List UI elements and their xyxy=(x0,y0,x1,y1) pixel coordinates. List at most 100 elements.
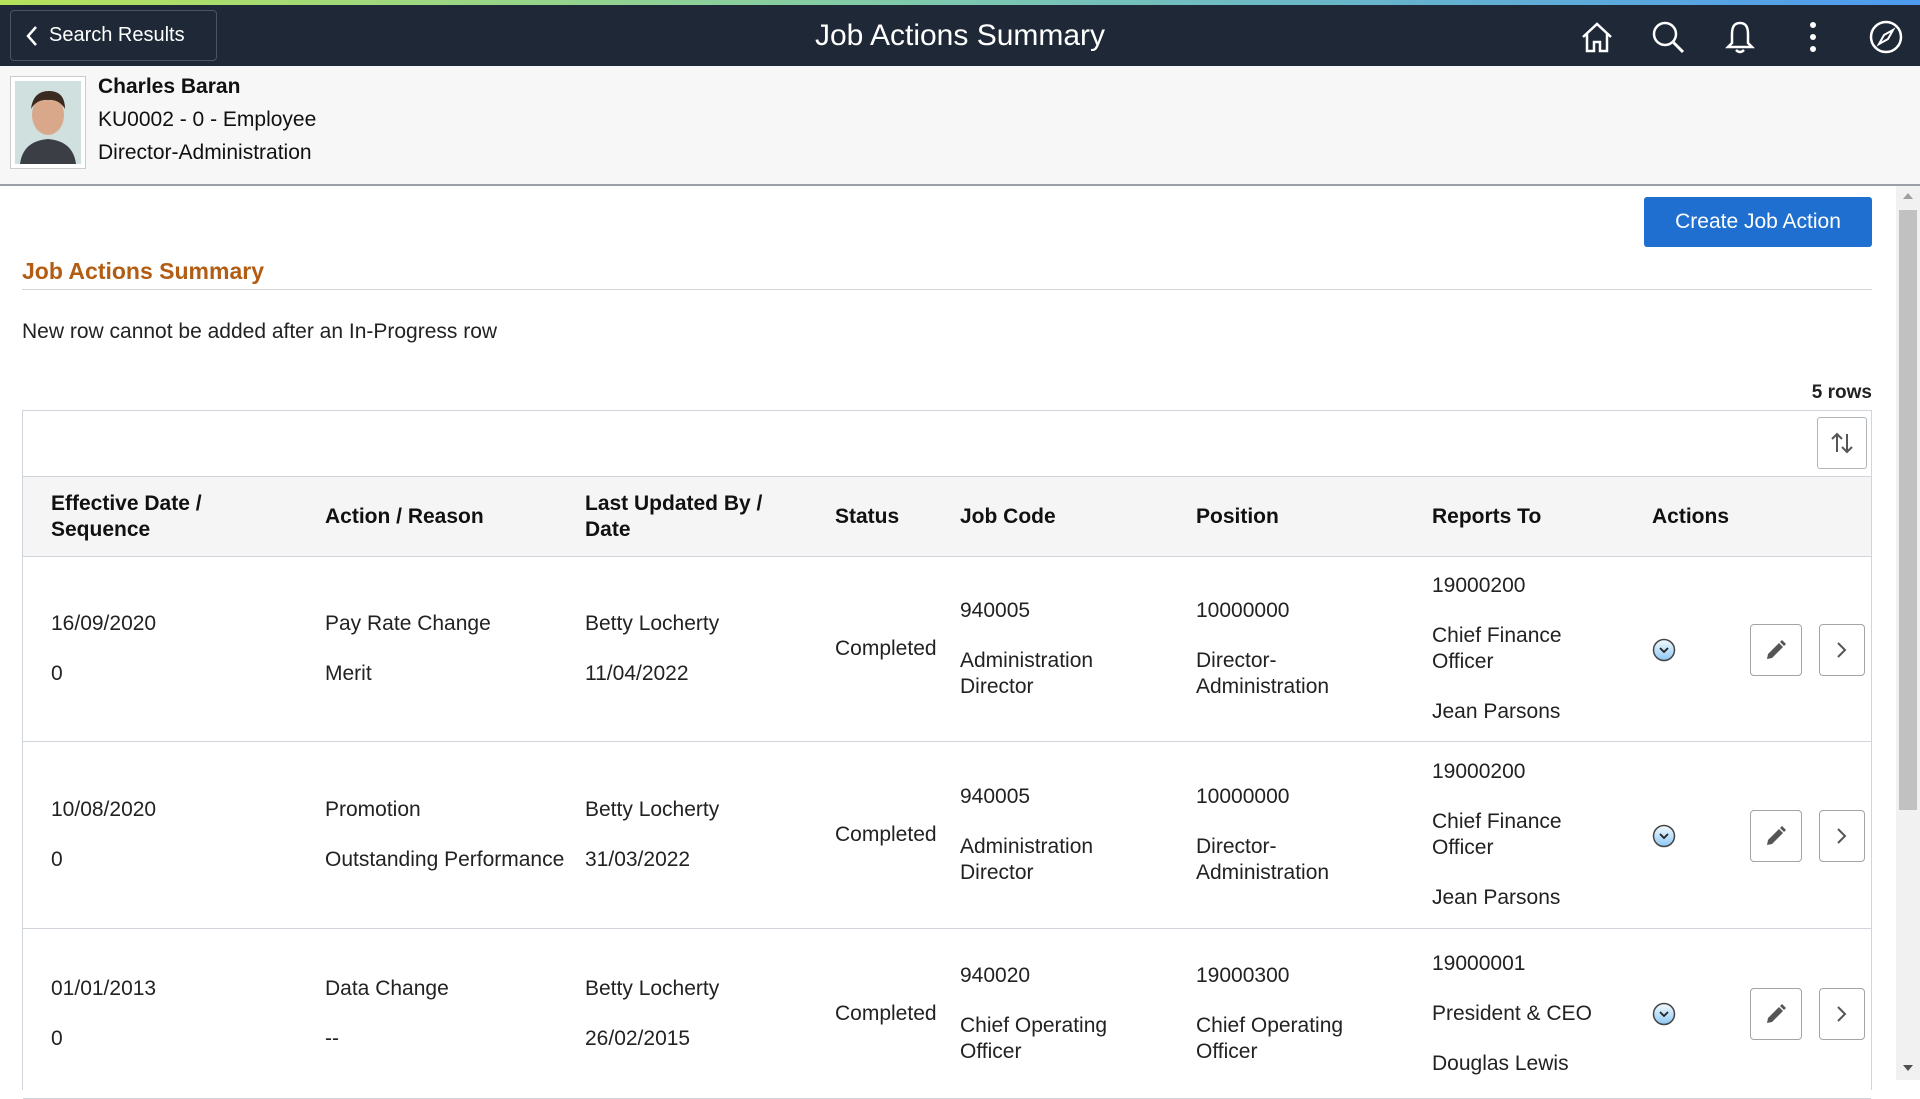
chevron-right-icon xyxy=(1837,1006,1847,1022)
table-cell: Completed xyxy=(835,929,955,1098)
home-icon[interactable] xyxy=(1579,19,1615,55)
related-actions-icon[interactable] xyxy=(1652,638,1676,662)
cell-reason: Merit xyxy=(325,662,372,685)
scroll-up-icon[interactable] xyxy=(1902,192,1914,200)
related-actions-icon[interactable] xyxy=(1652,824,1676,848)
pencil-icon xyxy=(1767,639,1786,659)
chevron-right-icon xyxy=(1837,641,1847,658)
cell-position: 10000000 xyxy=(1196,785,1290,808)
row-count: 5 rows xyxy=(1811,382,1872,403)
cell-position-desc: Director-Administration xyxy=(1196,835,1330,884)
table-cell: 16/09/2020 0 xyxy=(51,557,301,741)
cell-job-code: 940005 xyxy=(960,785,1031,808)
cell-position: 10000000 xyxy=(1196,599,1290,622)
pencil-icon xyxy=(1767,825,1786,845)
create-job-action-button[interactable]: Create Job Action xyxy=(1644,197,1872,247)
cell-reports-title: Chief Finance Officer xyxy=(1432,810,1562,859)
employee-header: Charles Baran KU0002 - 0 - Employee Dire… xyxy=(0,66,1920,186)
table-cell: Completed xyxy=(835,742,955,928)
cell-updated-by: Betty Locherty xyxy=(585,976,720,1000)
employee-photo xyxy=(10,76,86,169)
table-cell: 940005 Administration Director xyxy=(960,557,1130,741)
sort-button[interactable] xyxy=(1817,417,1867,469)
cell-status: Completed xyxy=(835,823,937,846)
section-title: Job Actions Summary xyxy=(22,258,264,284)
cell-updated-date: 26/02/2015 xyxy=(585,1026,691,1050)
cell-updated-by: Betty Locherty xyxy=(585,798,720,821)
cell-date: 16/09/2020 xyxy=(51,612,157,635)
col-actions: Actions xyxy=(1652,505,1730,528)
section-divider xyxy=(22,289,1872,290)
search-icon[interactable] xyxy=(1650,19,1686,55)
cell-reports-id: 19000200 xyxy=(1432,760,1526,783)
vertical-scrollbar[interactable] xyxy=(1896,186,1920,1080)
cell-reports-title: Chief Finance Officer xyxy=(1432,624,1562,673)
page-title: Job Actions Summary xyxy=(814,19,1106,52)
cell-status: Completed xyxy=(835,1001,937,1025)
table-cell: 940020 Chief Operating Officer xyxy=(960,929,1130,1098)
scroll-down-icon[interactable] xyxy=(1902,1064,1914,1072)
table-cell: Betty Locherty 31/03/2022 xyxy=(585,742,825,928)
edit-button[interactable] xyxy=(1750,809,1802,862)
employee-id: KU0002 - 0 - Employee xyxy=(98,108,317,131)
table-cell: 10000000 Director-Administration xyxy=(1196,557,1366,741)
col-effective-date[interactable]: Effective Date / Sequence xyxy=(51,492,202,541)
cell-date: 10/08/2020 xyxy=(51,798,157,821)
col-action-reason[interactable]: Action / Reason xyxy=(325,505,484,528)
edit-button[interactable] xyxy=(1750,623,1802,676)
table-row: 16/09/2020 0 Pay Rate Change Merit Betty Loc… xyxy=(23,557,1871,742)
table-row: 10/08/2020 0 Promotion Outstanding Performa… xyxy=(23,742,1871,929)
cell-reason: -- xyxy=(325,1026,339,1050)
cell-seq: 0 xyxy=(51,1026,63,1050)
table-cell: Completed xyxy=(835,557,955,741)
info-message: New row cannot be added after an In-Prog… xyxy=(22,320,498,343)
cell-updated-by: Betty Locherty xyxy=(585,612,720,635)
table-cell: 19000200 Chief Finance Officer Jean Parson… xyxy=(1432,557,1602,741)
cell-seq: 0 xyxy=(51,662,63,685)
cell-reports-id: 19000001 xyxy=(1432,951,1526,975)
row-details-button[interactable] xyxy=(1819,809,1865,862)
employee-name: Charles Baran xyxy=(98,75,241,98)
cell-job-desc: Chief Operating Officer xyxy=(960,1013,1108,1063)
row-details-button[interactable] xyxy=(1819,623,1865,676)
cell-job-desc: Administration Director xyxy=(960,835,1094,884)
chevron-left-icon xyxy=(26,25,37,46)
col-position[interactable]: Position xyxy=(1196,505,1279,528)
table-cell: Pay Rate Change Merit xyxy=(325,557,575,741)
cell-position-desc: Director-Administration xyxy=(1196,649,1330,698)
cell-updated-date: 11/04/2022 xyxy=(585,662,689,685)
table-cell: Betty Locherty 26/02/2015 xyxy=(585,929,825,1098)
cell-updated-date: 31/03/2022 xyxy=(585,848,691,871)
cell-position: 19000300 xyxy=(1196,963,1290,987)
back-button[interactable]: Search Results xyxy=(10,10,217,61)
more-vertical-icon[interactable] xyxy=(1795,19,1831,55)
cell-reports-id: 19000200 xyxy=(1432,574,1526,597)
cell-action: Data Change xyxy=(325,976,449,1000)
scrollbar-thumb[interactable] xyxy=(1899,210,1917,810)
app-header: Search Results Job Actions Summary xyxy=(0,5,1920,66)
cell-reports-name: Douglas Lewis xyxy=(1432,1051,1569,1075)
cell-reports-name: Jean Parsons xyxy=(1432,700,1561,723)
cell-reports-title: President & CEO xyxy=(1432,1001,1592,1025)
chevron-right-icon xyxy=(1837,827,1847,844)
cell-reason: Outstanding Performance xyxy=(325,848,565,871)
cell-status: Completed xyxy=(835,637,937,660)
table-row: 01/01/2013 0 Data Change -- Betty Locherty 26… xyxy=(23,929,1871,1099)
table-cell: 01/01/2013 0 xyxy=(51,929,301,1098)
edit-button[interactable] xyxy=(1750,988,1802,1040)
row-details-button[interactable] xyxy=(1819,988,1865,1040)
col-reports-to[interactable]: Reports To xyxy=(1432,505,1542,528)
cell-position-desc: Chief Operating Officer xyxy=(1196,1013,1344,1063)
pencil-icon xyxy=(1767,1004,1786,1023)
compass-icon[interactable] xyxy=(1868,19,1904,55)
col-job-code[interactable]: Job Code xyxy=(960,505,1056,528)
bell-icon[interactable] xyxy=(1722,19,1758,55)
col-status[interactable]: Status xyxy=(835,505,900,528)
table-cell: 10/08/2020 0 xyxy=(51,742,301,928)
related-actions-icon[interactable] xyxy=(1652,1002,1676,1026)
table-cell: 940005 Administration Director xyxy=(960,742,1130,928)
col-last-updated[interactable]: Last Updated By / Date xyxy=(585,492,763,541)
table-cell: 19000300 Chief Operating Officer xyxy=(1196,929,1366,1098)
cell-seq: 0 xyxy=(51,848,63,871)
job-actions-grid: Effective Date / Sequence Action / Reaso… xyxy=(22,410,1872,1099)
